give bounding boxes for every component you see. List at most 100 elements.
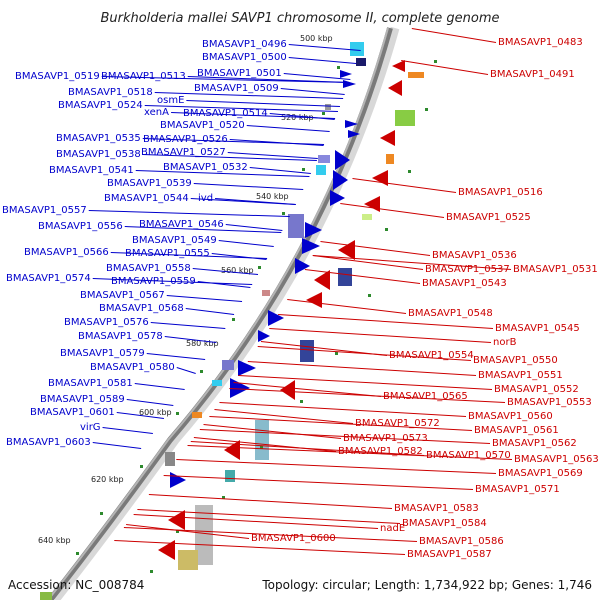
reverse-gene-label[interactable]: BMASAVP1_0483 [498, 37, 583, 48]
leader-line [233, 382, 382, 397]
reverse-gene-label[interactable]: BMASAVP1_0586 [419, 536, 504, 547]
forward-gene-label[interactable]: BMASAVP1_0589 [40, 394, 125, 405]
reverse-gene-label[interactable]: BMASAVP1_0563 [514, 454, 599, 465]
forward-gene-label[interactable]: BMASAVP1_0581 [48, 378, 133, 389]
forward-gene-label[interactable]: BMASAVP1_0558 [106, 263, 191, 274]
forward-gene-label[interactable]: BMASAVP1_0546 [139, 219, 224, 230]
reverse-gene-label[interactable]: BMASAVP1_0587 [407, 549, 492, 560]
forward-gene-label[interactable]: BMASAVP1_0579 [60, 348, 145, 359]
forward-gene-label[interactable]: BMASAVP1_0601 [30, 407, 115, 418]
reverse-gene-label[interactable]: BMASAVP1_0543 [422, 278, 507, 289]
forward-gene-label[interactable]: BMASAVP1_0541 [49, 165, 134, 176]
forward-gene-label[interactable]: BMASAVP1_0526 [143, 134, 228, 145]
reverse-gene-label[interactable]: BMASAVP1_0537 [425, 264, 510, 275]
reverse-gene-label[interactable]: BMASAVP1_0553 [507, 397, 592, 408]
reverse-gene-label[interactable]: BMASAVP1_0545 [495, 323, 580, 334]
forward-gene-label[interactable]: BMASAVP1_0538 [56, 149, 141, 160]
reverse-gene-label[interactable]: BMASAVP1_0572 [355, 418, 440, 429]
forward-gene-label[interactable]: BMASAVP1_0501 [197, 68, 282, 79]
leader-line [199, 429, 491, 444]
leader-line [163, 475, 474, 490]
forward-gene-label[interactable]: BMASAVP1_0518 [68, 87, 153, 98]
forward-gene-label[interactable]: BMASAVP1_0509 [194, 83, 279, 94]
leader-line [283, 73, 351, 80]
reverse-gene-label[interactable]: BMASAVP1_0573 [343, 433, 428, 444]
leader-line [211, 253, 267, 260]
leader-line [312, 255, 424, 270]
forward-gene-label[interactable]: BMASAVP1_0568 [99, 303, 184, 314]
forward-gene-label[interactable]: BMASAVP1_0557 [2, 205, 87, 216]
reverse-gene-label[interactable]: BMASAVP1_0548 [408, 308, 493, 319]
reverse-gene-label[interactable]: BMASAVP1_0562 [492, 438, 577, 449]
forward-gene-label[interactable]: BMASAVP1_0532 [163, 162, 248, 173]
forward-gene-label[interactable]: xenA [144, 107, 169, 118]
leader-line [126, 399, 174, 406]
forward-gene-label[interactable]: BMASAVP1_0519 [15, 71, 100, 82]
forward-gene-label[interactable]: BMASAVP1_0514 [183, 108, 268, 119]
forward-gene-label[interactable]: ivd [198, 193, 213, 204]
forward-gene-label[interactable]: BMASAVP1_0513 [101, 71, 186, 82]
forward-gene-label[interactable]: BMASAVP1_0539 [107, 178, 192, 189]
forward-gene-label[interactable]: BMASAVP1_0576 [64, 317, 149, 328]
forward-gene-label[interactable]: BMASAVP1_0555 [125, 248, 210, 259]
reverse-gene-label[interactable]: BMASAVP1_0560 [468, 411, 553, 422]
forward-gene-label[interactable]: BMASAVP1_0544 [104, 193, 189, 204]
scale-ticks [76, 60, 437, 573]
forward-gene-label[interactable]: BMASAVP1_0603 [6, 437, 91, 448]
chromosome-backbone [47, 26, 400, 600]
forward-gene-label[interactable]: BMASAVP1_0580 [90, 362, 175, 373]
reverse-gene-label[interactable]: nadE [380, 523, 405, 534]
leader-line [187, 445, 513, 460]
forward-gene-label[interactable]: BMASAVP1_0567 [80, 290, 165, 301]
forward-gene-label[interactable]: BMASAVP1_0520 [160, 120, 245, 131]
reverse-gene-label[interactable]: BMASAVP1_0570 [426, 450, 511, 461]
reverse-gene-label[interactable]: BMASAVP1_0552 [494, 384, 579, 395]
leader-line [401, 60, 489, 75]
forward-gene-label[interactable]: BMASAVP1_0500 [202, 52, 287, 63]
forward-gene-label[interactable]: BMASAVP1_0535 [56, 133, 141, 144]
forward-gene-label[interactable]: BMASAVP1_0566 [24, 247, 109, 258]
leader-line [247, 361, 477, 376]
reverse-gene-label[interactable]: BMASAVP1_0571 [475, 484, 560, 495]
reverse-gene-label[interactable]: BMASAVP1_0491 [490, 69, 575, 80]
forward-gene-label[interactable]: osmE [157, 95, 184, 106]
leader-line [135, 170, 310, 177]
forward-gene-label[interactable]: BMASAVP1_0549 [132, 235, 217, 246]
forward-gene-label[interactable]: BMASAVP1_0574 [6, 273, 91, 284]
reverse-gene-label[interactable]: BMASAVP1_0551 [478, 370, 563, 381]
forward-gene-label[interactable]: BMASAVP1_0578 [78, 331, 163, 342]
forward-gene-label[interactable]: BMASAVP1_0559 [111, 276, 196, 287]
leader-line [304, 269, 421, 284]
reverse-gene-label[interactable]: BMASAVP1_0550 [473, 355, 558, 366]
forward-gene-label[interactable]: BMASAVP1_0524 [58, 100, 143, 111]
reverse-gene-label[interactable]: norB [493, 337, 517, 348]
reverse-gene-label[interactable]: BMASAVP1_0565 [383, 391, 468, 402]
leader-line [288, 57, 357, 64]
forward-gene-label[interactable]: BMASAVP1_0556 [38, 221, 123, 232]
reverse-gene-label[interactable]: BMASAVP1_0600 [251, 533, 336, 544]
forward-gene-labels: BMASAVP1_0496 BMASAVP1_0500 BMASAVP1_050… [2, 39, 287, 448]
reverse-gene-label[interactable]: BMASAVP1_0561 [474, 425, 559, 436]
reverse-gene-label[interactable]: BMASAVP1_0582 [338, 446, 423, 457]
reverse-gene-label[interactable]: BMASAVP1_0554 [389, 350, 474, 361]
leader-line [154, 92, 344, 99]
reverse-gene-label[interactable]: BMASAVP1_0525 [446, 212, 531, 223]
reverse-gene-label[interactable]: BMASAVP1_0584 [402, 518, 487, 529]
reverse-gene-label[interactable]: BMASAVP1_0536 [432, 250, 517, 261]
reverse-gene-label[interactable]: BMASAVP1_0531 [513, 264, 598, 275]
reverse-gene-label[interactable]: BMASAVP1_0583 [394, 503, 479, 514]
leader-line [229, 139, 324, 146]
leader-line [280, 88, 345, 95]
map-title: Burkholderia mallei SAVP1 chromosome II,… [100, 11, 499, 26]
forward-gene-label[interactable]: virG [80, 422, 101, 433]
leader-line [148, 494, 393, 509]
kbp-label: 560 kbp [221, 266, 254, 275]
forward-gene-label[interactable]: BMASAVP1_0496 [202, 39, 287, 50]
reverse-gene-label[interactable]: BMASAVP1_0516 [458, 187, 543, 198]
leader-line [190, 441, 425, 456]
reverse-gene-label[interactable]: BMASAVP1_0569 [498, 468, 583, 479]
leader-line [352, 178, 457, 193]
leader-line [185, 308, 235, 315]
leader-line [278, 314, 494, 329]
forward-gene-label[interactable]: BMASAVP1_0527 [141, 147, 226, 158]
